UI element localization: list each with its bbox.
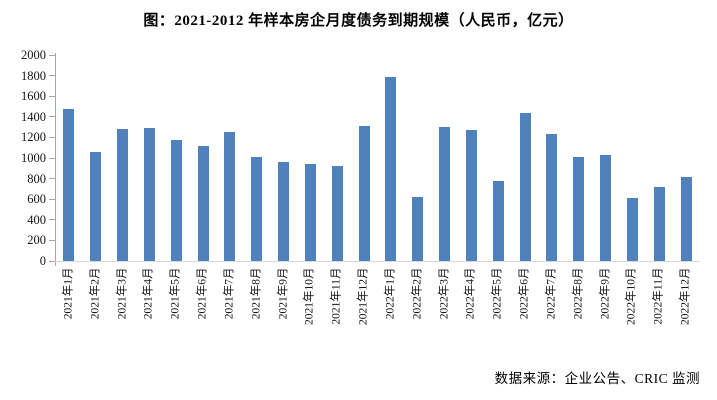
bar-2022年2月 bbox=[412, 197, 424, 261]
x-axis-tick-label: 2021年10月 bbox=[303, 267, 316, 325]
bar-2021年3月 bbox=[117, 128, 129, 261]
bar-2021年10月 bbox=[304, 164, 316, 261]
bar-2021年8月 bbox=[251, 156, 263, 261]
x-axis-tick-label: 2022年3月 bbox=[438, 267, 451, 319]
bar-2021年7月 bbox=[224, 132, 236, 261]
bar-2021年6月 bbox=[197, 146, 209, 261]
y-axis-tick bbox=[49, 260, 55, 262]
x-axis-tick-label: 2021年4月 bbox=[142, 267, 155, 319]
y-axis-tick bbox=[49, 136, 55, 138]
y-axis-tick bbox=[49, 198, 55, 200]
x-axis-tick-label: 2021年5月 bbox=[169, 267, 182, 319]
x-axis-tick-label: 2021年11月 bbox=[330, 267, 343, 325]
x-axis-tick-label: 2022年12月 bbox=[679, 267, 692, 325]
y-axis-tick bbox=[49, 54, 55, 56]
y-axis-tick-label: 0 bbox=[39, 254, 46, 268]
bar-2022年1月 bbox=[385, 76, 397, 261]
y-axis-tick-label: 400 bbox=[27, 212, 46, 227]
x-axis-tick-label: 2021年8月 bbox=[250, 267, 263, 319]
bar-2022年8月 bbox=[573, 157, 585, 261]
x-axis-tick-label: 2022年5月 bbox=[491, 267, 504, 319]
bar-2022年9月 bbox=[600, 154, 612, 261]
bar-2022年3月 bbox=[439, 127, 451, 261]
y-axis-tick bbox=[49, 178, 55, 180]
source-note: 数据来源：企业公告、CRIC 监测 bbox=[494, 371, 700, 386]
bar-2021年12月 bbox=[358, 126, 370, 261]
y-axis-tick-label: 600 bbox=[27, 192, 46, 207]
y-axis-tick-label: 1200 bbox=[21, 130, 46, 145]
bar-2021年9月 bbox=[278, 161, 290, 261]
bar-2022年7月 bbox=[546, 133, 558, 261]
bar-2022年5月 bbox=[492, 181, 504, 261]
bar-2022年6月 bbox=[519, 112, 531, 261]
x-axis-tick-label: 2021年6月 bbox=[196, 267, 209, 319]
x-axis-tick-label: 2022年11月 bbox=[652, 267, 665, 325]
x-axis-tick-label: 2021年3月 bbox=[116, 267, 129, 319]
bar-2021年2月 bbox=[90, 151, 102, 261]
x-axis-tick-label: 2022年7月 bbox=[545, 267, 558, 319]
y-axis-tick-label: 200 bbox=[27, 233, 46, 248]
y-axis-tick bbox=[49, 239, 55, 241]
x-axis-tick-label: 2021年9月 bbox=[277, 267, 290, 319]
x-axis-tick-label: 2021年1月 bbox=[62, 267, 75, 319]
y-axis-tick-label: 1400 bbox=[21, 109, 46, 124]
y-axis-tick bbox=[49, 157, 55, 159]
y-axis-tick-label: 1800 bbox=[21, 68, 46, 83]
x-axis-tick-label: 2021年12月 bbox=[357, 267, 370, 325]
bar-2021年5月 bbox=[170, 140, 182, 261]
y-axis-tick bbox=[49, 219, 55, 221]
x-axis-tick-label: 2021年2月 bbox=[89, 267, 102, 319]
bar-2021年1月 bbox=[63, 108, 75, 261]
bar-2022年4月 bbox=[465, 130, 477, 261]
x-axis-tick-label: 2022年9月 bbox=[599, 267, 612, 319]
x-axis-line bbox=[55, 261, 700, 262]
y-axis-line bbox=[55, 53, 56, 266]
bar-2022年10月 bbox=[626, 198, 638, 261]
chart-title: 图：2021-2012 年样本房企月度债务到期规模（人民币，亿元） bbox=[143, 13, 574, 29]
bar-2022年12月 bbox=[680, 176, 692, 261]
y-axis-tick bbox=[49, 75, 55, 77]
y-axis-tick-label: 1600 bbox=[21, 89, 46, 104]
y-axis-tick-label: 2000 bbox=[21, 48, 46, 62]
bar-2021年4月 bbox=[143, 128, 155, 261]
x-axis-tick-label: 2021年7月 bbox=[223, 267, 236, 319]
y-axis-tick-label: 800 bbox=[27, 171, 46, 186]
bar-2021年11月 bbox=[331, 166, 343, 261]
x-axis-tick-label: 2022年1月 bbox=[384, 267, 397, 319]
x-axis-tick-label: 2022年10月 bbox=[625, 267, 638, 325]
x-axis-tick-label: 2022年2月 bbox=[411, 267, 424, 319]
y-axis-tick bbox=[49, 95, 55, 97]
x-axis-tick-label: 2022年6月 bbox=[518, 267, 531, 319]
y-axis-tick-label: 1000 bbox=[21, 151, 46, 165]
x-axis-tick-label: 2022年4月 bbox=[464, 267, 477, 319]
y-axis-tick bbox=[49, 116, 55, 118]
x-axis-tick-label: 2022年8月 bbox=[572, 267, 585, 319]
bar-2022年11月 bbox=[653, 187, 665, 261]
